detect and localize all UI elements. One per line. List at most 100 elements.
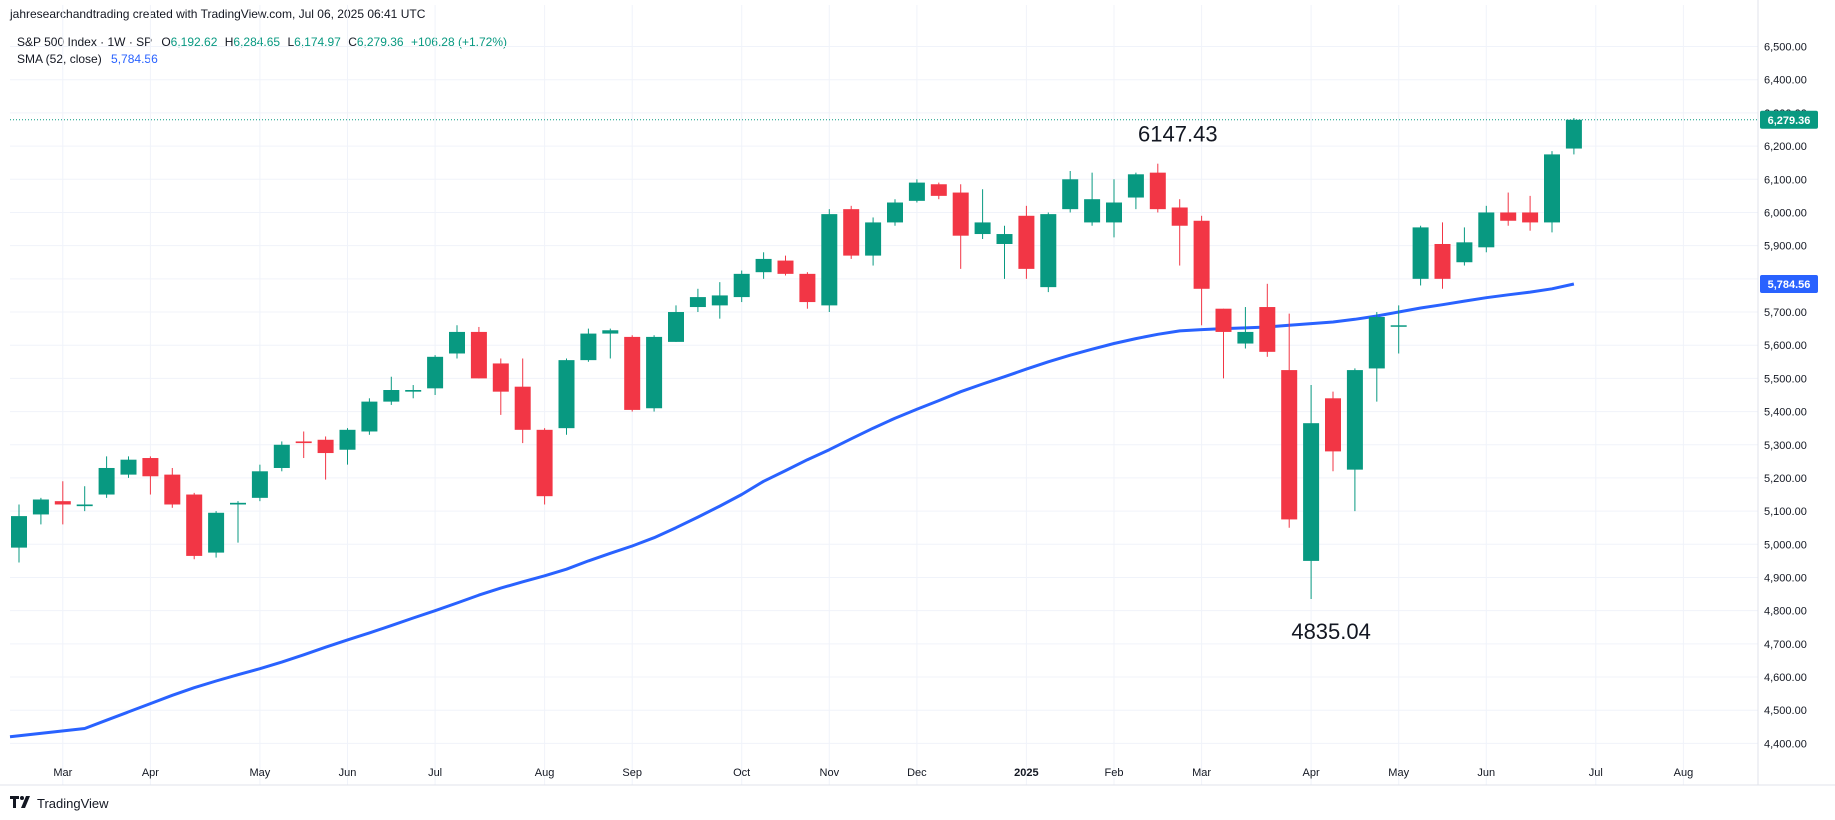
- candle-body: [1106, 202, 1122, 223]
- price-tick-label: 5,100.00: [1764, 506, 1807, 518]
- candle: [1346, 368, 1363, 512]
- candle: [821, 209, 838, 313]
- footer-brand: TradingView: [10, 795, 109, 811]
- time-tick-label: Feb: [1105, 767, 1124, 779]
- sma-label[interactable]: SMA (52, close): [17, 52, 102, 66]
- last-price-badge-text: 6,279.36: [1768, 115, 1811, 127]
- low-label: L: [287, 35, 295, 49]
- candle-body: [251, 471, 268, 498]
- candle: [1040, 212, 1057, 293]
- candle: [295, 431, 312, 459]
- candle-body: [514, 386, 531, 430]
- price-tick-label: 5,700.00: [1764, 307, 1807, 319]
- candle: [1127, 172, 1144, 210]
- candle-body: [1018, 215, 1035, 269]
- last-price-badge-bg: [1760, 110, 1818, 129]
- attribution-header: jahresearchandtrading created with Tradi…: [10, 7, 426, 21]
- price-tick-label: 5,200.00: [1764, 473, 1807, 485]
- candle: [54, 481, 71, 525]
- candle: [668, 305, 684, 342]
- candle-body: [1259, 307, 1276, 352]
- price-tick-label: 6,200.00: [1764, 141, 1807, 153]
- candle-body: [361, 401, 378, 432]
- candle-body: [1215, 308, 1232, 332]
- candle-body: [865, 222, 882, 256]
- candle-body: [1237, 331, 1254, 344]
- candle-body: [777, 260, 794, 274]
- price-annotation: 6147.43: [1138, 122, 1218, 147]
- price-tick-label: 6,000.00: [1764, 207, 1807, 219]
- price-tick-label: 4,500.00: [1764, 705, 1807, 717]
- price-tick-label: 5,000.00: [1764, 539, 1807, 551]
- candle: [908, 179, 925, 203]
- candles-layer: [11, 118, 1582, 600]
- candle: [1149, 163, 1166, 213]
- candle: [11, 504, 27, 563]
- candle: [142, 456, 159, 495]
- candle-body: [405, 390, 422, 392]
- candle: [492, 358, 509, 415]
- candle-body: [1500, 212, 1517, 221]
- price-tick-label: 6,400.00: [1764, 75, 1807, 87]
- sma-value: 5,784.56: [111, 52, 158, 66]
- candle: [536, 428, 553, 505]
- time-axis[interactable]: Mar Apr May Jun Jul Aug Sep Oct Nov Dec 2025 Feb Mar…: [0, 767, 1835, 786]
- candle-body: [1565, 119, 1582, 149]
- candle: [1522, 195, 1539, 231]
- price-tick-label: 6,100.00: [1764, 174, 1807, 186]
- time-tick-label: Mar: [1192, 767, 1211, 779]
- open-value: 6,192.62: [170, 35, 218, 49]
- candle: [405, 385, 422, 399]
- candle-body: [1325, 398, 1341, 452]
- time-tick-label: May: [1388, 767, 1409, 779]
- candle-body: [339, 429, 356, 450]
- symbol-label[interactable]: S&P 500 Index · 1W · SP: [17, 35, 152, 49]
- sma-line: [9, 282, 1575, 739]
- candle: [1565, 118, 1582, 155]
- candle: [383, 376, 400, 405]
- price-tick-label: 6,500.00: [1764, 42, 1807, 54]
- candle-body: [1193, 220, 1210, 289]
- close-value: 6,279.36: [356, 35, 404, 49]
- candle: [273, 441, 290, 472]
- candle: [1281, 313, 1298, 528]
- candle: [339, 428, 356, 465]
- sma-layer: [9, 282, 1575, 739]
- candle-body: [273, 444, 290, 468]
- candle-body: [1522, 212, 1539, 223]
- candle-body: [974, 222, 991, 235]
- candle-body: [383, 390, 400, 402]
- candle: [1303, 385, 1320, 600]
- sma-price-badge-bg: [1760, 274, 1818, 293]
- candle: [733, 270, 750, 303]
- candle-body: [602, 330, 619, 334]
- candle: [646, 335, 663, 412]
- candle: [120, 456, 137, 478]
- candle: [865, 217, 882, 266]
- candle-body: [11, 516, 27, 548]
- price-tick-label: 5,600.00: [1764, 340, 1807, 352]
- candle: [427, 355, 444, 395]
- candle: [1215, 308, 1232, 379]
- candle: [1018, 205, 1035, 279]
- candle-body: [930, 184, 947, 196]
- time-tick-label: Jun: [1477, 767, 1495, 779]
- candle-body: [755, 258, 772, 273]
- candle: [1412, 225, 1429, 286]
- candle: [952, 184, 969, 269]
- sma-price-badge-text: 5,784.56: [1768, 279, 1811, 291]
- price-tick-label: 4,600.00: [1764, 672, 1807, 684]
- candle-body: [711, 295, 728, 306]
- time-tick-label: Oct: [733, 767, 750, 779]
- candle-body: [952, 192, 969, 236]
- low-value: 6,174.97: [294, 35, 341, 49]
- price-axis[interactable]: 4,400.00 4,500.00 4,600.00 4,700.00 4,800.00…: [1757, 0, 1818, 785]
- candle-body: [492, 363, 509, 392]
- candle: [514, 358, 531, 444]
- candle: [317, 436, 334, 480]
- time-tick-label: 2025: [1014, 767, 1038, 779]
- candle: [1434, 222, 1451, 289]
- time-tick-label: Nov: [820, 767, 840, 779]
- candle-body: [1040, 214, 1057, 288]
